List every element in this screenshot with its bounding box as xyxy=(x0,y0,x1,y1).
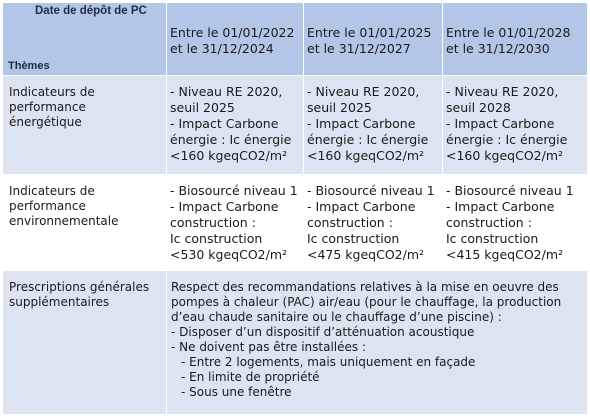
value-line: <160 kgeqCO2/m² xyxy=(446,148,564,163)
prescriptions-cell: Respect des recommandations relatives à … xyxy=(166,270,588,415)
value-line: seuil 2028 xyxy=(446,100,511,115)
theme-label: Indicateurs de performance énergétique xyxy=(9,85,95,129)
value-lines: - Biosourcé niveau 1 - Impact Carbone co… xyxy=(304,175,442,263)
themes-label: Thèmes xyxy=(8,60,50,72)
value-cell-2025: - Biosourcé niveau 1 - Impact Carbone co… xyxy=(303,174,443,271)
row-energy-performance: Indicateurs de performance énergétique -… xyxy=(2,75,588,175)
value-line: - Impact Carbone xyxy=(170,199,279,214)
theme-cell: Indicateurs de performance énergétique xyxy=(2,75,167,175)
prescription-subline: - Entre 2 logements, mais uniquement en … xyxy=(181,355,476,369)
period-label: Entre le 01/01/2022 et le 31/12/2024 xyxy=(170,25,295,56)
value-line: <530 kgeqCO2/m² xyxy=(170,247,288,262)
value-line: énergie : Ic énergie xyxy=(307,132,429,147)
period-header-2028: Entre le 01/01/2028 et le 31/12/2030 xyxy=(442,2,588,76)
value-lines: - Niveau RE 2020, seuil 2025 - Impact Ca… xyxy=(304,76,442,164)
theme-label: Prescriptions générales supplémentaires xyxy=(9,280,150,309)
theme-cell: Indicateurs de performance environnement… xyxy=(2,174,167,271)
prescription-line: pompes à chaleur (PAC) air/eau (pour le … xyxy=(171,295,562,309)
value-line: - Impact Carbone xyxy=(446,116,555,131)
value-cell-2022: - Niveau RE 2020, seuil 2025 - Impact Ca… xyxy=(166,75,304,175)
value-line: - Impact Carbone xyxy=(307,116,416,131)
value-line: seuil 2025 xyxy=(170,100,235,115)
value-line: Ic construction xyxy=(446,231,539,246)
value-lines: - Biosourcé niveau 1 - Impact Carbone co… xyxy=(167,175,303,263)
value-line: construction : xyxy=(446,215,532,230)
value-line: construction : xyxy=(307,215,393,230)
value-line: énergie : Ic énergie xyxy=(170,132,292,147)
value-cell-2025: - Niveau RE 2020, seuil 2025 - Impact Ca… xyxy=(303,75,443,175)
prescription-subline: - En limite de propriété xyxy=(181,370,320,384)
theme-label: Indicateurs de performance environnement… xyxy=(9,184,119,228)
prescription-line: - Ne doivent pas être installées : xyxy=(171,340,367,354)
period-header-2025: Entre le 01/01/2025 et le 31/12/2027 xyxy=(303,2,443,76)
date-label: Date de dépôt de PC xyxy=(35,5,147,17)
value-line: seuil 2025 xyxy=(307,100,372,115)
value-line: - Biosourcé niveau 1 xyxy=(446,183,574,198)
value-line: Ic construction xyxy=(307,231,400,246)
value-lines: - Niveau RE 2020, seuil 2025 - Impact Ca… xyxy=(167,76,303,164)
row-prescriptions: Prescriptions générales supplémentaires … xyxy=(2,270,588,415)
value-line: - Biosourcé niveau 1 xyxy=(170,183,298,198)
period-label: Entre le 01/01/2025 et le 31/12/2027 xyxy=(307,25,432,56)
value-cell-2028: - Niveau RE 2020, seuil 2028 - Impact Ca… xyxy=(442,75,588,175)
value-line: Ic construction xyxy=(170,231,263,246)
value-lines: - Niveau RE 2020, seuil 2028 - Impact Ca… xyxy=(443,76,587,164)
value-line: - Impact Carbone xyxy=(446,199,555,214)
value-line: <475 kgeqCO2/m² xyxy=(307,247,425,262)
prescription-subline: - Sous une fenêtre xyxy=(181,385,292,399)
value-line: - Impact Carbone xyxy=(307,199,416,214)
value-line: - Biosourcé niveau 1 xyxy=(307,183,435,198)
value-line: <415 kgeqCO2/m² xyxy=(446,247,564,262)
prescription-line: d’eau chaude sanitaire ou le chauffage d… xyxy=(171,310,502,324)
header-row: Date de dépôt de PC Thèmes Entre le 01/0… xyxy=(2,2,588,76)
prescription-line: Respect des recommandations relatives à … xyxy=(171,280,559,294)
value-cell-2028: - Biosourcé niveau 1 - Impact Carbone co… xyxy=(442,174,588,271)
row-environmental-performance: Indicateurs de performance environnement… xyxy=(2,174,588,271)
value-cell-2022: - Biosourcé niveau 1 - Impact Carbone co… xyxy=(166,174,304,271)
re2020-requirements-table: Date de dépôt de PC Thèmes Entre le 01/0… xyxy=(2,2,588,415)
period-header-2022: Entre le 01/01/2022 et le 31/12/2024 xyxy=(166,2,304,76)
value-line: <160 kgeqCO2/m² xyxy=(307,148,425,163)
prescription-line: - Disposer d’un dispositif d’atténuation… xyxy=(171,325,475,339)
value-line: construction : xyxy=(170,215,256,230)
value-line: <160 kgeqCO2/m² xyxy=(170,148,288,163)
period-label: Entre le 01/01/2028 et le 31/12/2030 xyxy=(446,25,571,56)
theme-cell: Prescriptions générales supplémentaires xyxy=(2,270,167,415)
prescriptions-text: Respect des recommandations relatives à … xyxy=(167,271,587,400)
value-line: énergie : Ic énergie xyxy=(446,132,568,147)
header-corner-cell: Date de dépôt de PC Thèmes xyxy=(2,2,167,76)
value-lines: - Biosourcé niveau 1 - Impact Carbone co… xyxy=(443,175,587,263)
value-line: - Niveau RE 2020, xyxy=(170,84,283,99)
value-line: - Niveau RE 2020, xyxy=(307,84,420,99)
value-line: - Niveau RE 2020, xyxy=(446,84,559,99)
value-line: - Impact Carbone xyxy=(170,116,279,131)
